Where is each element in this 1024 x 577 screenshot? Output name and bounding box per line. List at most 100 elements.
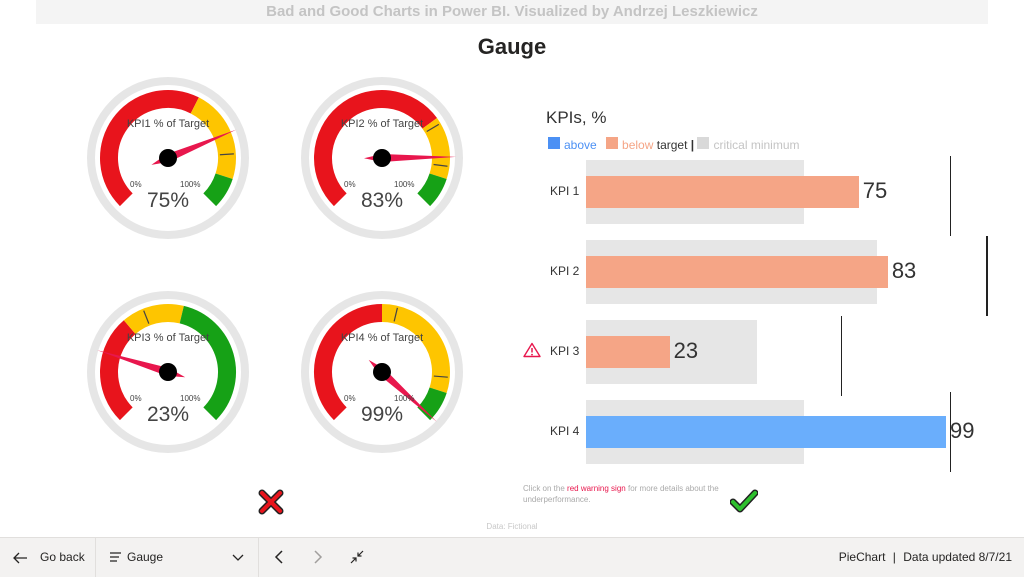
kpi-legend: above below target | critical minimum [548,137,800,152]
gauge-band [123,304,184,335]
data-updated: Data updated 8/7/21 [903,550,1012,564]
kpi-row: KPI 3 23 [520,316,1000,396]
kpi-value-bar [586,336,670,368]
kpi-value-label: 75 [862,178,888,203]
kpi-row-label: KPI 1 [550,184,580,198]
x-mark-icon [258,489,284,515]
gauge-target-tick [433,375,448,378]
go-back-button[interactable]: Go back [10,538,90,577]
gauge-band [314,90,438,207]
previous-page-icon[interactable] [274,550,284,564]
exit-full-screen-icon[interactable] [350,550,364,564]
legend-above: above [564,137,597,152]
kpi-value-label: 23 [673,338,699,363]
gauge-hub [373,363,391,381]
gauge-title: KPI3 % of Target [126,332,210,344]
kpi-bullet-chart: KPIs, % above below target | critical mi… [520,100,1000,520]
legend-swatch-above [548,137,560,149]
gauge-value: 23% [146,403,190,426]
gauge-max-label: 100% [394,180,415,189]
gauge-rim [301,77,463,239]
gauge-title: KPI1 % of Target [126,118,210,130]
gauge-target-tick [426,123,440,133]
gauge-band [100,90,199,207]
kpi-row: KPI 1 75 [520,156,1000,236]
legend-critical: critical minimum [713,137,800,152]
data-footnote: Data: Fictional [486,522,538,531]
gauge-band [314,304,383,421]
warning-icon[interactable] [523,342,541,358]
target-marker [949,156,952,236]
legend-target: target [656,137,688,152]
gauge-target-tick [393,307,398,322]
gauge-band [100,320,136,421]
gauge-kpi4: KPI4 % of Target 0% 100% 99% [300,290,464,454]
note-suffix: for more details about the underperforma… [523,484,719,504]
gauge-value: 83% [360,189,404,212]
report-banner: Bad and Good Charts in Power BI. Visuali… [36,0,988,24]
nav-divider [95,538,96,577]
gauge-band [417,173,447,207]
kpi-value-bar [586,416,946,448]
gauge-target-tick [219,153,234,156]
legend-separator: | [690,137,695,152]
legend-below: below [622,137,654,152]
report-info: PieChart | Data updated 8/7/21 [839,538,1012,577]
gauge-value: 75% [146,189,190,212]
gauge-band [203,173,233,207]
target-marker [986,236,988,316]
kpi-chart-title: KPIs, % [546,108,607,127]
gauge-rim [87,291,249,453]
gauge-hub [159,149,177,167]
next-page-icon[interactable] [313,550,323,564]
gauge-kpi3: KPI3 % of Target 0% 100% 23% [86,290,250,454]
legend-swatch-below [606,137,619,149]
gauge-kpi1: KPI1 % of Target 0% 100% 75% [86,76,250,240]
note-warning-link[interactable]: red warning sign [567,484,626,493]
kpi-value-label: 99 [950,418,975,443]
kpi-row: KPI 2 83 [520,236,1000,316]
gauge-max-label: 100% [394,394,415,403]
gauge-rim [301,291,463,453]
kpi-value-bar [586,256,888,288]
kpi-value-label: 83 [891,258,917,283]
back-arrow-icon [13,552,27,564]
chevron-down-icon [232,554,244,561]
nav-divider [258,538,259,577]
gauge-title: KPI4 % of Target [340,332,424,344]
gauge-hub [159,363,177,381]
note-prefix: Click on the [523,484,565,493]
gauge-min-label: 0% [130,180,142,189]
gauge-target-tick [143,310,150,324]
kpi-row-label: KPI 4 [550,424,580,438]
gauge-target-tick [433,163,448,167]
check-mark-icon [730,489,758,513]
kpi-value-bar [586,176,859,208]
kpi-row-label: KPI 2 [550,264,580,278]
target-marker [840,316,843,396]
kpi-row-label: KPI 3 [550,344,580,358]
go-back-label: Go back [40,550,85,564]
gauge-rim [87,77,249,239]
target-marker [949,392,952,472]
gauge-hub [373,149,391,167]
gauge-min-label: 0% [130,394,142,403]
report-info-separator: | [892,550,896,564]
gauge-kpi2: KPI2 % of Target 0% 100% 83% [300,76,464,240]
gauge-min-label: 0% [344,394,356,403]
gauge-max-label: 100% [180,180,201,189]
gauge-dial [87,77,249,239]
gauge-band [422,118,450,180]
kpi-row: KPI 4 99 [520,392,1000,472]
report-nav-bar: Go back Gauge PieChart | Data updated 8/… [0,537,1024,577]
legend-swatch-critical [697,137,710,149]
page-selector-value: Gauge [127,550,164,564]
gauge-title: KPI2 % of Target [340,118,424,130]
gauge-band [417,387,447,421]
page-list-icon [110,552,121,562]
gauge-dial [87,291,249,453]
gauge-max-label: 100% [180,394,201,403]
report-name: PieChart [838,550,886,564]
page-selector[interactable]: Gauge [108,538,248,577]
gauge-dial [301,77,463,239]
